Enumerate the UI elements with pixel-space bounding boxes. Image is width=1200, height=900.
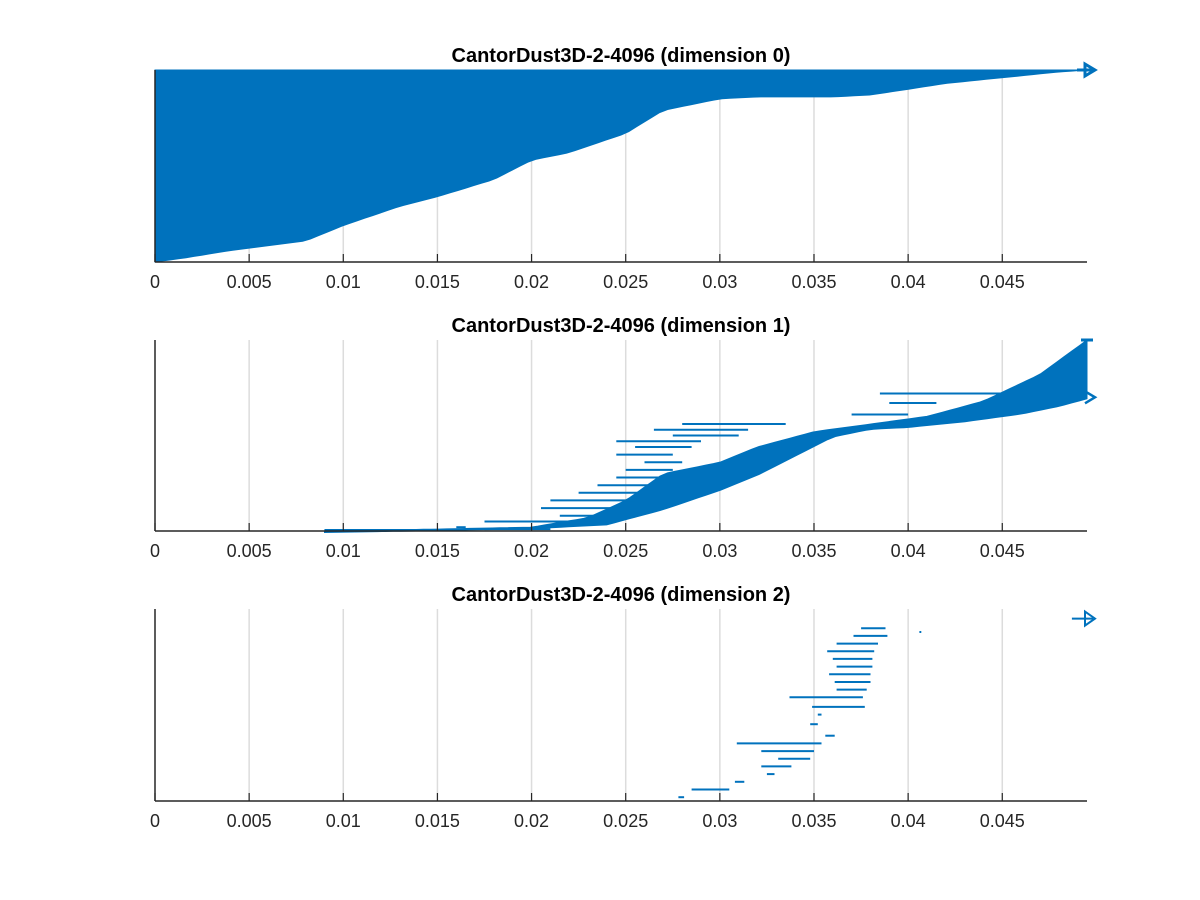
x-tick-label: 0.005	[227, 272, 272, 292]
panels: 0 0.005 0.01 0.015 0.02 0.025 0.03 0.035 0.04 0.0…	[150, 45, 1098, 831]
x-tick-label: 0	[150, 811, 160, 831]
infinite-bar-arrow	[1084, 390, 1098, 405]
x-tick-label: 0.03	[702, 541, 737, 561]
x-tick-label: 0	[150, 541, 160, 561]
x-tick-label: 0.035	[791, 541, 836, 561]
x-tick-label: 0.02	[514, 272, 549, 292]
x-tick-label: 0.035	[791, 811, 836, 831]
x-tick-label: 0.015	[415, 541, 460, 561]
x-tick-label: 0.03	[702, 811, 737, 831]
x-tick-label: 0.045	[980, 541, 1025, 561]
x-tick-label: 0.03	[702, 272, 737, 292]
x-tick-label: 0.025	[603, 541, 648, 561]
x-tick-label: 0.04	[891, 541, 926, 561]
x-tick-label: 0.025	[603, 811, 648, 831]
x-tick-label: 0.035	[791, 272, 836, 292]
chart-title: CantorDust3D-2-4096 (dimension 1)	[452, 315, 791, 337]
x-tick-label: 0	[150, 272, 160, 292]
x-tick-label: 0.015	[415, 272, 460, 292]
x-tick-label: 0.01	[326, 811, 361, 831]
barcode-region	[154, 69, 1088, 263]
infinite-bar-arrow	[1084, 609, 1097, 628]
chart-title: CantorDust3D-2-4096 (dimension 2)	[452, 584, 791, 606]
x-tick-label: 0.025	[603, 272, 648, 292]
x-tick-label: 0.04	[891, 272, 926, 292]
infinite-bar-arrow	[1083, 61, 1098, 79]
x-tick-label: 0.01	[326, 541, 361, 561]
x-tick-label: 0.01	[326, 272, 361, 292]
chart-panel-0: 0 0.005 0.01 0.015 0.02 0.025 0.03 0.035 0.04 0.0…	[150, 45, 1098, 292]
chart-title: CantorDust3D-2-4096 (dimension 0)	[452, 45, 791, 67]
x-tick-label: 0.005	[227, 541, 272, 561]
x-tick-label: 0.045	[980, 811, 1025, 831]
x-tick-label: 0.02	[514, 811, 549, 831]
barcode-band	[324, 339, 1088, 534]
chart-panel-1: 0 0.005 0.01 0.015 0.02 0.025 0.03 0.035 0.04 0.0…	[150, 315, 1098, 561]
x-tick-label: 0.015	[415, 811, 460, 831]
x-tick-label: 0.005	[227, 811, 272, 831]
x-tick-label: 0.045	[980, 272, 1025, 292]
chart-panel-2: 0 0.005 0.01 0.015 0.02 0.025 0.03 0.035 0.04 0.0…	[150, 584, 1097, 831]
x-tick-label: 0.04	[891, 811, 926, 831]
x-tick-label: 0.02	[514, 541, 549, 561]
